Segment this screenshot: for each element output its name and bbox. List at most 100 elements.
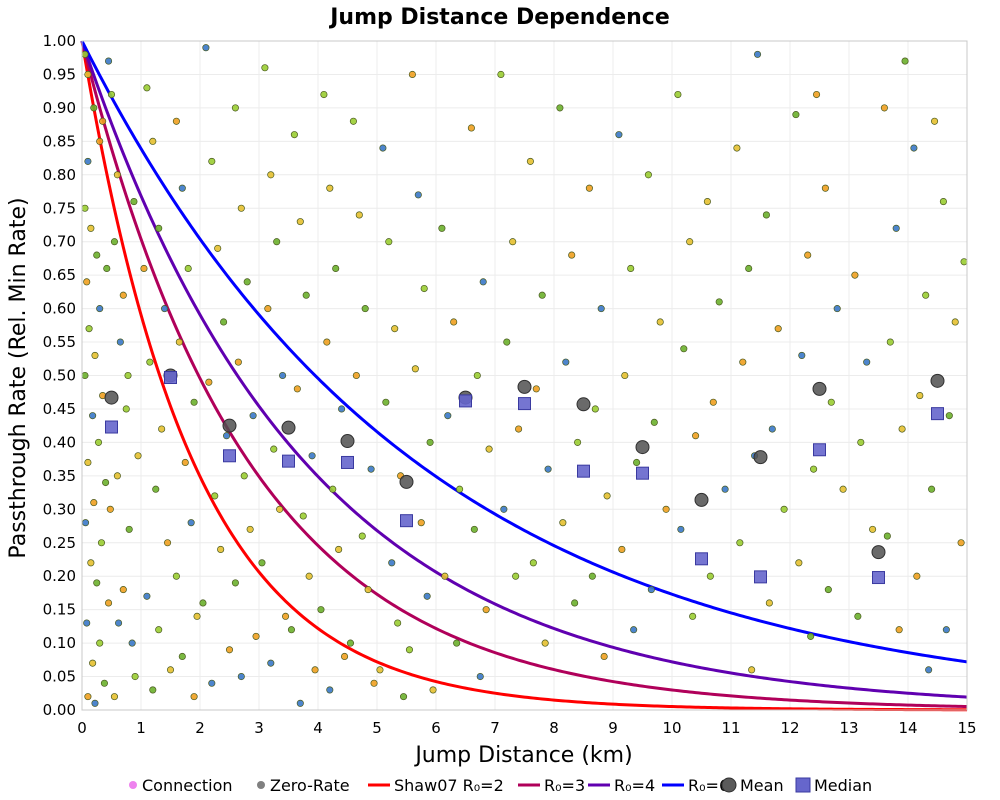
scatter-point xyxy=(680,345,688,353)
scatter-point xyxy=(662,505,670,513)
scatter-point xyxy=(181,458,189,467)
scatter-point xyxy=(677,525,685,533)
legend-label: Connection xyxy=(142,776,233,795)
scatter-point xyxy=(81,519,90,527)
scatter-point xyxy=(199,599,207,607)
curve-line xyxy=(80,40,968,699)
scatter-point xyxy=(305,572,313,580)
y-tick-label: 0.65 xyxy=(43,266,76,284)
scatter-point xyxy=(810,465,818,473)
scatter-point xyxy=(500,505,508,513)
scatter-point xyxy=(208,679,216,687)
scatter-point xyxy=(87,224,95,232)
scatter-point xyxy=(130,198,138,206)
y-tick-label: 0.05 xyxy=(43,668,76,686)
x-tick-label: 11 xyxy=(721,719,740,737)
scatter-point xyxy=(99,117,107,125)
y-tick-label: 0.95 xyxy=(43,65,76,83)
x-tick-label: 8 xyxy=(549,719,559,737)
scatter-point xyxy=(647,586,655,594)
scatter-point xyxy=(388,559,396,567)
y-tick-label: 0.15 xyxy=(43,601,76,619)
scatter-point xyxy=(164,539,172,547)
scatter-point xyxy=(503,338,511,346)
mean-markers xyxy=(104,368,945,560)
mean-marker xyxy=(222,418,237,433)
scatter-point xyxy=(470,525,478,533)
scatter-point xyxy=(87,559,95,567)
scatter-point xyxy=(84,458,92,467)
scatter-point xyxy=(376,666,384,674)
mean-marker xyxy=(576,397,591,412)
scatter-point xyxy=(89,659,97,667)
scatter-point xyxy=(473,371,481,380)
scatter-point xyxy=(190,398,198,406)
scatter-point xyxy=(116,338,124,346)
scatter-point xyxy=(103,264,111,273)
scatter-point xyxy=(748,666,756,674)
median-markers xyxy=(105,371,944,585)
x-tick-label: 2 xyxy=(195,719,205,737)
scatter-point xyxy=(290,131,298,139)
scatter-point xyxy=(512,572,520,580)
scatter-point xyxy=(172,572,180,580)
scatter-point xyxy=(405,646,414,654)
x-tick-label: 4 xyxy=(313,719,323,737)
scatter-point xyxy=(102,478,110,487)
x-tick-label: 13 xyxy=(839,719,858,737)
scatter-point xyxy=(158,425,166,433)
scatter-point xyxy=(352,371,360,380)
legend-label: R₀=3 xyxy=(544,776,585,795)
scatter-point xyxy=(211,492,219,500)
scatter-point xyxy=(497,70,505,79)
y-tick-label: 0.55 xyxy=(43,333,76,351)
y-tick-label: 0.85 xyxy=(43,132,76,150)
scatter-point xyxy=(399,693,408,701)
scatter-point xyxy=(854,612,862,620)
scatter-point xyxy=(574,438,582,446)
y-tick-label: 0.75 xyxy=(43,199,76,217)
x-tick-label: 3 xyxy=(254,719,264,737)
scatter-point xyxy=(237,672,245,681)
scatter-point xyxy=(692,432,700,440)
scatter-point xyxy=(83,619,91,627)
scatter-point xyxy=(385,238,393,246)
scatter-point xyxy=(485,445,493,453)
scatter-point xyxy=(252,632,260,640)
scatter-point xyxy=(249,412,257,420)
y-axis-ticks: 0.00 0.05 0.10 0.15 0.20 0.25 0.30 0.35 0.40 0.45… xyxy=(43,32,76,719)
scatter-point xyxy=(149,137,157,145)
scatter-point xyxy=(414,191,422,199)
scatter-point xyxy=(84,70,92,79)
scatter-point xyxy=(895,626,903,634)
scatter-point xyxy=(106,505,114,513)
scatter-point xyxy=(143,84,151,92)
scatter-point xyxy=(568,251,576,259)
scatter-point xyxy=(140,264,148,273)
scatter-point xyxy=(340,652,349,661)
scatter-point xyxy=(603,492,611,500)
scatter-point xyxy=(279,371,287,380)
scatter-point xyxy=(202,44,210,52)
scatter-point xyxy=(650,418,658,426)
median-marker xyxy=(164,371,177,385)
mean-marker xyxy=(399,474,414,489)
scatter-point xyxy=(482,606,490,614)
median-marker xyxy=(577,464,590,478)
median-marker xyxy=(872,571,885,585)
scatter-point xyxy=(898,425,906,433)
scatter-point xyxy=(774,325,782,333)
scatter-point xyxy=(951,318,959,326)
scatter-point xyxy=(124,371,132,380)
scatter-point xyxy=(178,652,186,661)
scatter-point xyxy=(107,90,116,99)
scatter-point xyxy=(91,699,99,707)
y-tick-label: 0.70 xyxy=(43,233,76,251)
scatter-point xyxy=(81,50,89,58)
scatter-point xyxy=(146,358,154,366)
scatter-point xyxy=(96,305,104,313)
median-marker xyxy=(518,397,531,411)
scatter-point xyxy=(438,224,446,232)
scatter-point xyxy=(326,686,334,694)
scatter-point xyxy=(807,632,815,640)
